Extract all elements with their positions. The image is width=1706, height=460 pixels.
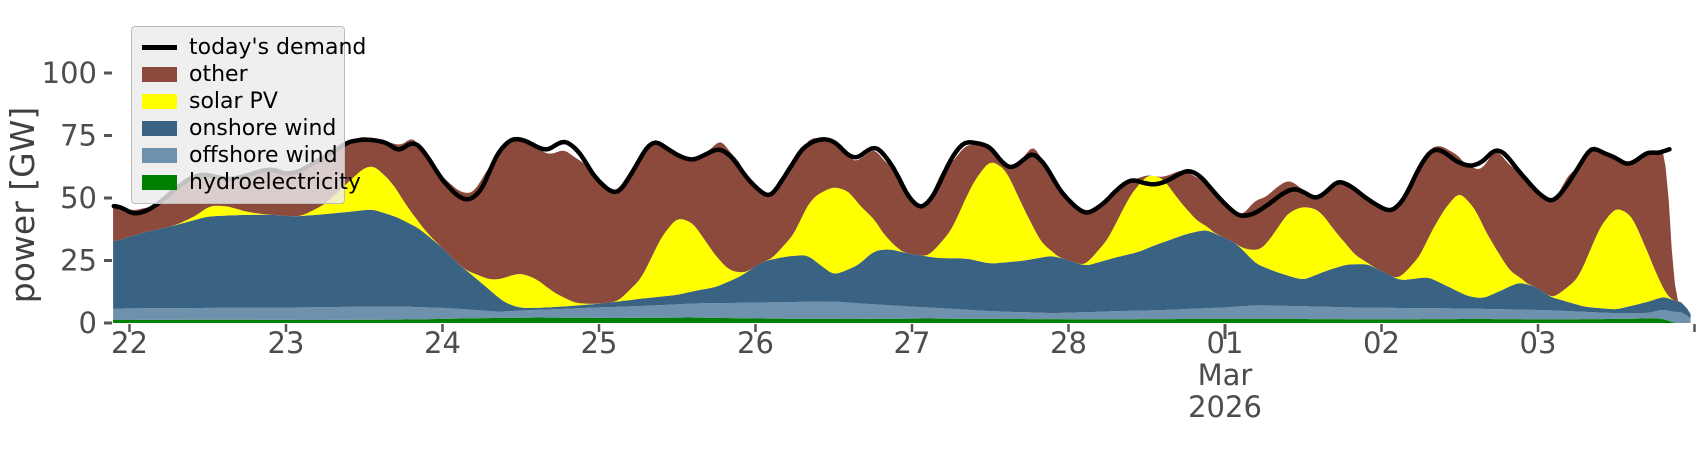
swatch	[142, 148, 177, 163]
demand-line	[111, 136, 1672, 218]
year-label: 2026	[1188, 390, 1262, 424]
y-tick-label: 25	[60, 244, 97, 278]
y-tick-label: 75	[60, 119, 97, 153]
x-tick-label: 02	[1363, 326, 1400, 360]
legend-entry-today-s-demand: today's demand	[142, 34, 366, 61]
legend-label: today's demand	[189, 34, 367, 60]
area-series-onshore-wind	[113, 209, 1691, 319]
legend-entry-hydroelectricity: hydroelectricity	[142, 169, 361, 196]
demand-line-group	[111, 136, 1672, 218]
legend-entry-offshore-wind: offshore wind	[142, 142, 338, 169]
legend-label: onshore wind	[189, 115, 337, 141]
legend-patch-swatch	[142, 67, 177, 82]
legend-entry-other: other	[142, 61, 334, 88]
x-tick-label: 01	[1207, 326, 1244, 360]
swatch	[142, 175, 177, 190]
axis-ticks	[104, 71, 1696, 339]
swatch	[142, 121, 177, 136]
x-tick-label: 28	[1050, 326, 1087, 360]
area-series-other	[113, 137, 1691, 315]
legend: today's demand other solar PV onshore wind o…	[131, 26, 366, 204]
y-tick-label: 50	[60, 181, 97, 215]
legend-patch-swatch	[142, 148, 177, 163]
legend-entry-onshore-wind: onshore wind	[142, 115, 337, 142]
area-series-offshore-wind	[113, 301, 1691, 323]
x-tick-label: 26	[737, 326, 774, 360]
month-label: Mar	[1198, 358, 1253, 392]
x-tick-label: 03	[1520, 326, 1557, 360]
legend-patch-swatch	[142, 94, 177, 109]
axis-tick-labels: 0 25 50 75 100 22 23 24 25 26 27 28 01 02 03	[42, 56, 1557, 360]
swatch	[142, 94, 177, 109]
x-tick-label: 27	[894, 326, 931, 360]
area-series-solar-pv	[113, 162, 1691, 315]
x-tick-label: 25	[581, 326, 618, 360]
x-tick-label: 23	[268, 326, 305, 360]
x-tick-label: 22	[111, 326, 148, 360]
legend-label: other	[189, 61, 248, 87]
y-axis-label: power [GW]	[3, 107, 42, 303]
y-tick-label: 100	[42, 56, 97, 90]
legend-line-swatch	[142, 45, 177, 50]
x-tick-label: 24	[424, 326, 461, 360]
legend-patch-swatch	[142, 121, 177, 136]
stacked-areas	[113, 137, 1691, 323]
legend-label: offshore wind	[189, 142, 338, 168]
legend-entry-solar-pv: solar PV	[142, 88, 334, 115]
legend-label: hydroelectricity	[189, 169, 361, 195]
y-tick-label: 0	[79, 306, 97, 340]
legend-patch-swatch	[142, 175, 177, 190]
area-series-hydroelectricity	[113, 317, 1691, 323]
swatch	[142, 45, 177, 50]
swatch	[142, 67, 177, 82]
legend-label: solar PV	[189, 88, 278, 114]
